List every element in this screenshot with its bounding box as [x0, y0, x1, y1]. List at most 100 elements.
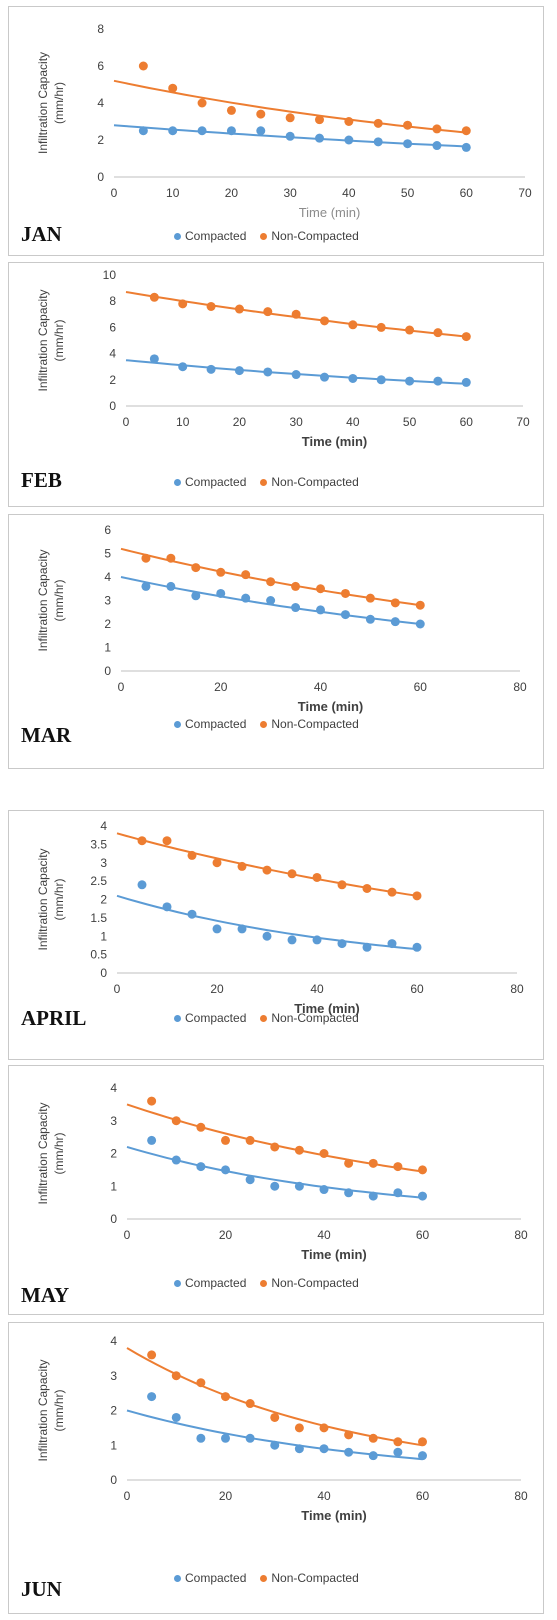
data-point-compacted — [418, 1451, 427, 1461]
y-tick-label: 6 — [97, 59, 104, 73]
legend: Compacted Non-Compacted — [174, 1276, 373, 1290]
legend-label: Non-Compacted — [271, 1571, 359, 1585]
x-tick-label: 20 — [219, 1228, 233, 1242]
legend-label: Compacted — [185, 1011, 247, 1025]
trendline-non-compacted — [116, 832, 418, 897]
data-point-compacted — [393, 1188, 403, 1198]
data-point-compacted — [171, 1155, 181, 1165]
data-point-compacted — [368, 1451, 378, 1461]
legend-marker-icon — [260, 478, 268, 486]
data-point-non-compacted — [216, 567, 226, 577]
data-point-non-compacted — [245, 1135, 255, 1145]
x-tick-label: 50 — [403, 415, 417, 429]
y-tick-label: 2 — [104, 617, 111, 631]
data-point-compacted — [294, 1181, 304, 1191]
legend-marker-icon — [174, 478, 181, 486]
data-point-compacted — [287, 935, 297, 945]
data-point-compacted — [178, 362, 188, 372]
data-point-non-compacted — [344, 1158, 354, 1168]
y-tick-label: 4 — [109, 347, 116, 361]
data-point-non-compacted — [171, 1116, 181, 1126]
data-point-non-compacted — [196, 1122, 206, 1132]
data-point-non-compacted — [362, 883, 372, 893]
x-axis-label: Time (min) — [299, 205, 361, 220]
data-point-non-compacted — [294, 1145, 304, 1155]
data-point-compacted — [234, 366, 244, 376]
data-point-compacted — [294, 1444, 304, 1454]
data-point-compacted — [376, 375, 386, 385]
data-point-non-compacted — [418, 1165, 427, 1175]
data-point-compacted — [433, 376, 443, 386]
data-point-non-compacted — [166, 553, 176, 563]
y-axis-label: Infiltration Capacity — [36, 848, 50, 950]
data-point-non-compacted — [149, 292, 159, 302]
chart-panel-may: 0 1 2 3 4 0 20 40 60 80 Time (min) Infiltration Cap… — [8, 1065, 544, 1315]
data-point-non-compacted — [234, 304, 244, 314]
legend-label: Non-Compacted — [271, 475, 359, 489]
data-point-non-compacted — [137, 836, 147, 846]
data-point-compacted — [171, 1412, 181, 1422]
x-tick-label: 40 — [317, 1489, 331, 1503]
x-tick-label: 80 — [514, 1489, 528, 1503]
y-tick-label: 2 — [100, 893, 107, 907]
x-tick-label: 30 — [289, 415, 303, 429]
data-point-compacted — [147, 1392, 157, 1402]
data-point-non-compacted — [147, 1096, 157, 1106]
month-label: JUN — [21, 1577, 62, 1601]
data-point-non-compacted — [141, 553, 151, 563]
legend-label: Compacted — [185, 1276, 247, 1290]
chart-svg: 0 2 4 6 8 0 10 20 30 40 50 60 70 Time (min) Infiltrati… — [36, 22, 532, 220]
data-point-non-compacted — [340, 588, 350, 598]
data-point-non-compacted — [138, 61, 148, 71]
chart-panel-april: 0 0.5 1 1.5 2 2.5 3 3.5 4 0 20 40 60 80 Time (min) Infi… — [8, 810, 544, 1060]
trendline-compacted — [116, 894, 418, 951]
y-tick-label: 0.5 — [90, 948, 107, 962]
trendline-non-compacted — [126, 1103, 423, 1173]
y-axis-label: Infiltration Capacity — [36, 549, 50, 651]
y-tick-label: 0 — [110, 1473, 117, 1487]
data-point-non-compacted — [415, 600, 425, 610]
y-tick-label: 0 — [104, 664, 111, 678]
legend-label: Compacted — [185, 229, 247, 243]
data-point-non-compacted — [344, 1430, 354, 1440]
x-tick-label: 0 — [111, 186, 118, 200]
x-tick-label: 40 — [314, 680, 328, 694]
legend-item-non-compacted: Non-Compacted — [260, 1276, 359, 1290]
data-point-compacted — [216, 588, 226, 598]
x-tick-label: 80 — [510, 982, 524, 996]
data-point-non-compacted — [432, 124, 442, 134]
x-tick-label: 0 — [124, 1228, 131, 1242]
legend-label: Compacted — [185, 1571, 247, 1585]
data-point-non-compacted — [315, 115, 324, 125]
x-tick-label: 20 — [225, 186, 239, 200]
data-point-non-compacted — [319, 1149, 329, 1158]
data-point-compacted — [390, 617, 400, 627]
x-axis-label: Time (min) — [301, 1247, 367, 1262]
data-point-non-compacted — [206, 301, 216, 311]
y-axis-unit: (mm/hr) — [52, 1133, 66, 1175]
data-point-compacted — [241, 593, 251, 603]
data-point-compacted — [138, 126, 148, 136]
y-axis-label: Infiltration Capacity — [36, 52, 50, 154]
x-tick-label: 40 — [342, 186, 356, 200]
x-tick-label: 0 — [114, 982, 121, 996]
legend-marker-icon — [260, 1014, 268, 1022]
legend-label: Compacted — [185, 475, 247, 489]
data-point-non-compacted — [245, 1399, 255, 1409]
data-point-compacted — [162, 902, 172, 912]
x-axis-label: Time (min) — [298, 699, 364, 714]
x-tick-label: 20 — [214, 680, 228, 694]
legend-label: Compacted — [185, 717, 247, 731]
month-label: APRIL — [21, 1006, 87, 1030]
chart-panel-feb: 0 2 4 6 8 10 0 10 20 30 40 50 60 70 Time (min) Infiltra… — [8, 262, 544, 507]
x-tick-label: 60 — [410, 982, 424, 996]
data-point-compacted — [344, 1447, 354, 1457]
legend-item-non-compacted: Non-Compacted — [260, 1571, 359, 1585]
data-point-non-compacted — [291, 581, 301, 591]
y-tick-label: 1 — [110, 1438, 117, 1452]
data-point-compacted — [262, 931, 272, 941]
data-point-compacted — [285, 131, 295, 141]
data-point-non-compacted — [226, 105, 236, 115]
data-point-compacted — [412, 942, 422, 952]
